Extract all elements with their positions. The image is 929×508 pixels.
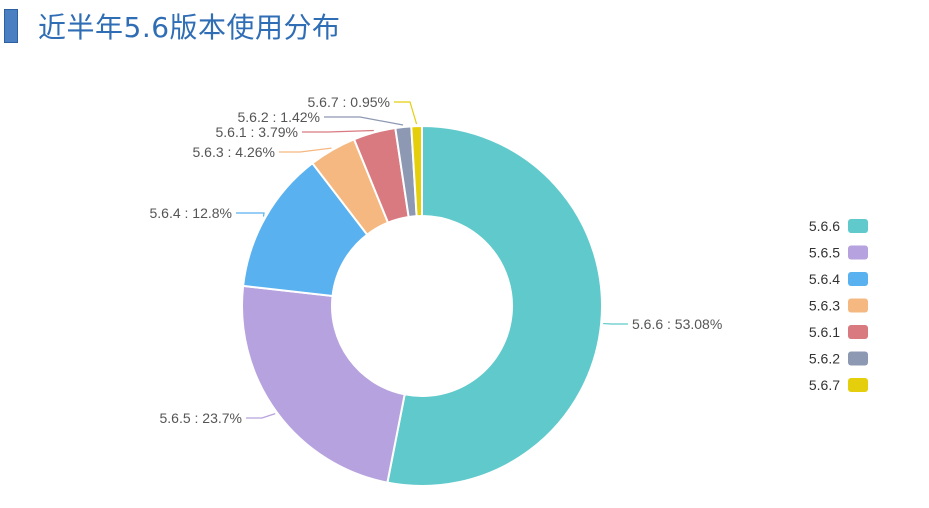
leader-line-5-6-1 [302,129,374,133]
data-label-5-6-5: 5.6.5 : 23.7% [159,410,242,426]
leader-line-5-6-2 [324,116,404,126]
legend-swatch-5-6-4 [848,272,868,286]
data-label-5-6-2: 5.6.2 : 1.42% [237,109,320,125]
legend-label-5-6-4: 5.6.4 [809,271,840,287]
leader-line-5-6-5 [246,413,276,419]
legend-swatch-5-6-1 [848,325,868,339]
slice-5-6-7[interactable] [410,124,423,218]
leader-line-5-6-4 [236,212,265,217]
legend-label-5-6-1: 5.6.1 [809,324,840,340]
legend-label-5-6-2: 5.6.2 [809,351,840,367]
legend-item-5-6-6[interactable]: 5.6.6 [809,218,868,234]
legend-item-5-6-1[interactable]: 5.6.1 [809,324,868,340]
legend-item-5-6-2[interactable]: 5.6.2 [809,351,868,367]
slice-5-6-6[interactable] [386,124,603,487]
data-label-5-6-7: 5.6.7 : 0.95% [307,94,390,110]
header-accent-bar [4,9,18,43]
legend-swatch-5-6-3 [848,298,868,313]
legend-label-5-6-3: 5.6.3 [809,298,840,314]
legend-swatch-5-6-7 [848,378,868,392]
legend-swatch-5-6-6 [848,219,868,233]
legend-item-5-6-5[interactable]: 5.6.5 [809,245,868,261]
leader-line-5-6-7 [394,101,418,125]
chart-title: 近半年5.6版本使用分布 [38,11,341,44]
chart-header: 近半年5.6版本使用分布 [4,6,341,46]
legend-swatch-5-6-2 [848,351,868,366]
slice-5-6-5[interactable] [241,284,406,484]
legend-item-5-6-4[interactable]: 5.6.4 [809,271,868,287]
legend-swatch-5-6-5 [848,245,868,260]
data-label-5-6-1: 5.6.1 : 3.79% [215,124,298,140]
legend-item-5-6-3[interactable]: 5.6.3 [809,298,868,314]
legend-label-5-6-6: 5.6.6 [809,218,840,234]
data-label-5-6-3: 5.6.3 : 4.26% [192,144,275,160]
legend-item-5-6-7[interactable]: 5.6.7 [809,377,868,393]
data-label-5-6-6: 5.6.6 : 53.08% [632,316,722,332]
leader-line-5-6-3 [279,147,332,153]
legend-label-5-6-7: 5.6.7 [809,377,840,393]
data-label-5-6-4: 5.6.4 : 12.8% [149,205,232,221]
legend-label-5-6-5: 5.6.5 [809,245,840,261]
